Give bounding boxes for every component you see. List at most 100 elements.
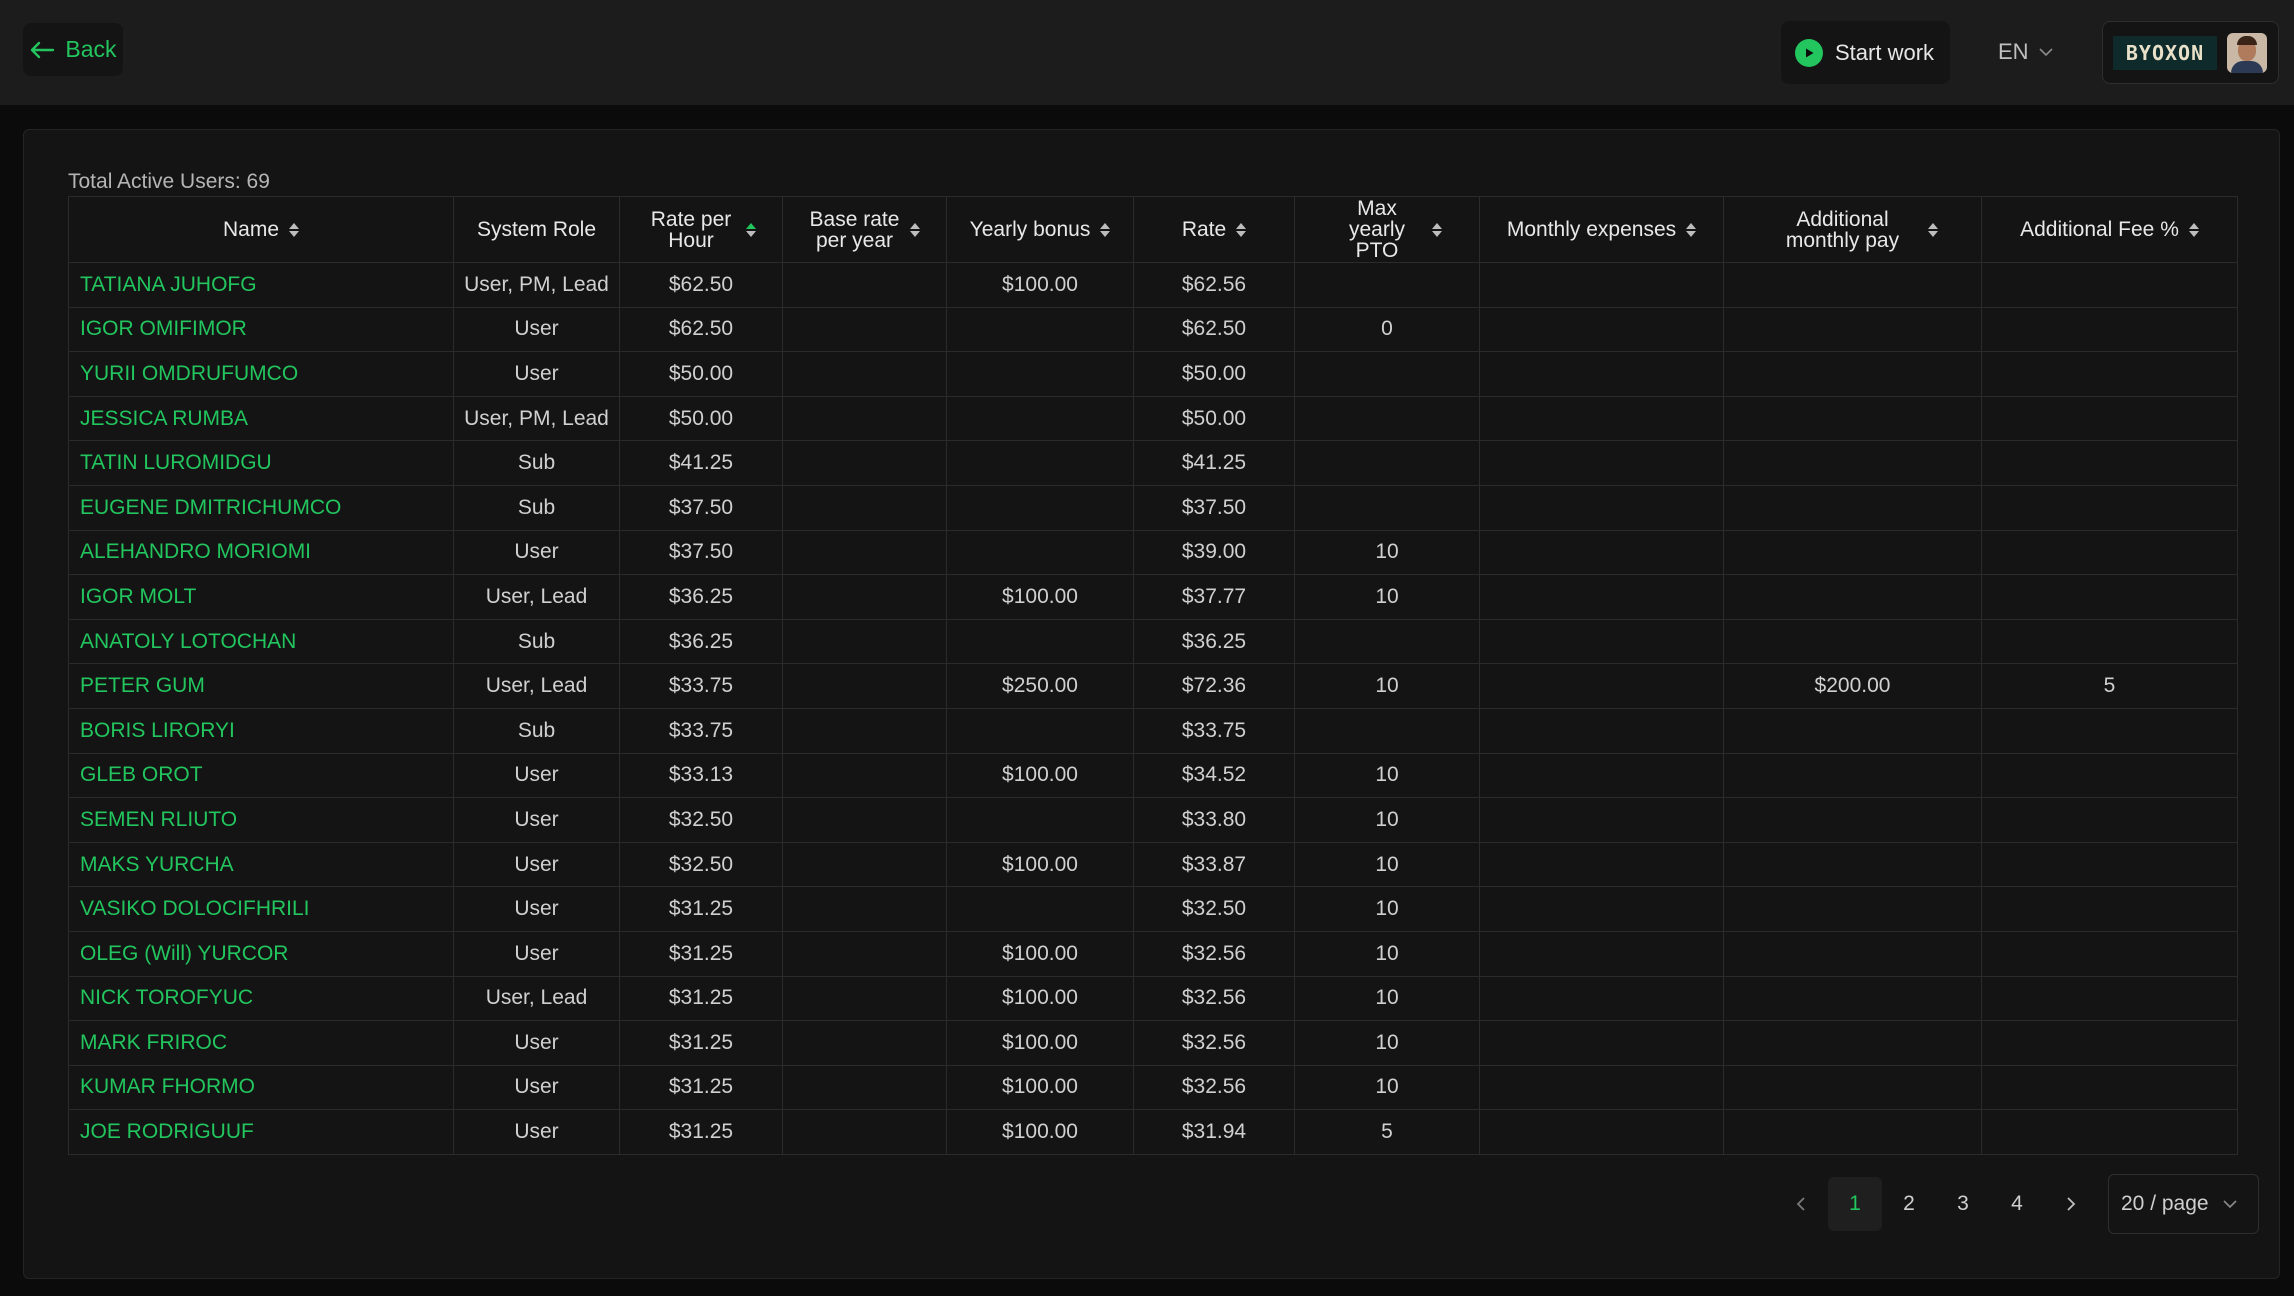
column-header[interactable]: Max yearly PTO bbox=[1294, 196, 1480, 263]
table-cell bbox=[1479, 262, 1724, 308]
table-cell: 10 bbox=[1294, 752, 1480, 799]
column-header[interactable]: Rate bbox=[1133, 196, 1295, 263]
page-number-button[interactable]: 4 bbox=[2011, 1192, 2023, 1215]
table-cell: $32.50 bbox=[619, 797, 783, 843]
table-cell: User, PM, Lead bbox=[453, 262, 620, 308]
user-name-link[interactable]: TATIN LUROMIDGU bbox=[68, 440, 454, 486]
sort-icon[interactable] bbox=[746, 222, 756, 237]
start-work-label: Start work bbox=[1835, 39, 1935, 65]
column-header[interactable]: Additional monthly pay bbox=[1723, 196, 1982, 263]
table-cell bbox=[1981, 1109, 2238, 1155]
table-cell: $33.75 bbox=[619, 663, 783, 709]
table-cell bbox=[1294, 262, 1480, 308]
table-cell bbox=[782, 886, 947, 932]
table-cell bbox=[782, 797, 947, 843]
table-row: NICK TOROFYUC User, Lead $31.25 $100.00 $32.… bbox=[68, 975, 2238, 1022]
user-name-link[interactable]: BORIS LIRORYI bbox=[68, 707, 454, 754]
page-number-button[interactable]: 2 bbox=[1903, 1192, 1915, 1215]
column-header-label: Name bbox=[222, 218, 280, 241]
sort-icon[interactable] bbox=[1686, 222, 1697, 237]
table-cell: User bbox=[453, 306, 620, 353]
sort-icon[interactable] bbox=[1236, 222, 1247, 237]
table-cell bbox=[1479, 1020, 1724, 1066]
page-number-button[interactable]: 3 bbox=[1957, 1192, 1969, 1215]
chevron-down-icon bbox=[2223, 1200, 2237, 1209]
user-name-link[interactable]: ANATOLY LOTOCHAN bbox=[68, 618, 454, 665]
user-name-link[interactable]: MAKS YURCHA bbox=[68, 841, 454, 888]
user-name-link[interactable]: MARK FRIROC bbox=[68, 1020, 454, 1066]
table-cell: User bbox=[453, 529, 620, 576]
table-cell: 10 bbox=[1294, 1020, 1480, 1066]
table-cell: $36.25 bbox=[619, 574, 783, 620]
user-name-link[interactable]: GLEB OROT bbox=[68, 752, 454, 799]
table-cell bbox=[1294, 618, 1480, 665]
user-name-link[interactable]: SEMEN RLIUTO bbox=[68, 797, 454, 843]
table-cell: $100.00 bbox=[946, 262, 1134, 308]
user-name-link[interactable]: PETER GUM bbox=[68, 663, 454, 709]
user-name-link[interactable]: IGOR OMIFIMOR bbox=[68, 306, 454, 353]
top-bar: Back Start work EN BYOXON bbox=[0, 0, 2294, 105]
user-name-link[interactable]: IGOR MOLT bbox=[68, 574, 454, 620]
table-cell: $31.25 bbox=[619, 930, 783, 977]
table-cell bbox=[1723, 529, 1982, 576]
table-cell: $37.50 bbox=[619, 529, 783, 576]
table-cell: User bbox=[453, 886, 620, 932]
table-cell bbox=[1723, 440, 1982, 486]
user-name-link[interactable]: KUMAR FHORMO bbox=[68, 1064, 454, 1111]
table-cell: $31.25 bbox=[619, 886, 783, 932]
column-header-label: System Role bbox=[476, 218, 597, 241]
table-cell bbox=[1981, 618, 2238, 665]
back-button[interactable]: Back bbox=[23, 23, 123, 76]
prev-page-button[interactable] bbox=[1774, 1177, 1828, 1231]
column-header-label: Base rate per year bbox=[809, 207, 900, 252]
table-cell: $37.50 bbox=[1133, 484, 1295, 531]
user-name-link[interactable]: OLEG (Will) YURCOR bbox=[68, 930, 454, 977]
table-cell: $32.50 bbox=[1133, 886, 1295, 932]
table-row: KUMAR FHORMO User $31.25 $100.00 $32.56 10 bbox=[68, 1064, 2238, 1111]
table-cell bbox=[1723, 1020, 1982, 1066]
user-name-link[interactable]: ALEHANDRO MORIOMI bbox=[68, 529, 454, 576]
user-name-link[interactable]: VASIKO DOLOCIFHRILI bbox=[68, 886, 454, 932]
user-name-link[interactable]: JOE RODRIGUUF bbox=[68, 1109, 454, 1155]
column-header[interactable]: System Role bbox=[453, 196, 620, 263]
start-work-button[interactable]: Start work bbox=[1781, 21, 1950, 84]
column-header[interactable]: Yearly bonus bbox=[946, 196, 1134, 263]
table-cell: User bbox=[453, 1064, 620, 1111]
sort-icon[interactable] bbox=[1100, 222, 1111, 237]
language-select[interactable]: EN bbox=[1998, 36, 2053, 68]
sort-icon[interactable] bbox=[2188, 222, 2199, 237]
next-page-button[interactable] bbox=[2044, 1177, 2098, 1231]
table-cell bbox=[1294, 707, 1480, 754]
sort-icon[interactable] bbox=[289, 222, 300, 237]
table-row: JOE RODRIGUUF User $31.25 $100.00 $31.94 5 bbox=[68, 1109, 2238, 1155]
user-name-link[interactable]: TATIANA JUHOFG bbox=[68, 262, 454, 308]
table-cell bbox=[782, 975, 947, 1022]
table-row: BORIS LIRORYI Sub $33.75 $33.75 bbox=[68, 707, 2238, 754]
sort-icon[interactable] bbox=[1927, 222, 1938, 237]
table-cell bbox=[782, 752, 947, 799]
table-cell bbox=[1479, 707, 1724, 754]
table-cell bbox=[1479, 797, 1724, 843]
sort-icon[interactable] bbox=[909, 222, 920, 237]
table-row: GLEB OROT User $33.13 $100.00 $34.52 10 bbox=[68, 752, 2238, 799]
column-header[interactable]: Additional Fee % bbox=[1981, 196, 2238, 263]
sort-icon[interactable] bbox=[1432, 222, 1442, 237]
column-header[interactable]: Rate per Hour bbox=[619, 196, 783, 263]
column-header[interactable]: Monthly expenses bbox=[1479, 196, 1724, 263]
chevron-down-icon bbox=[2038, 48, 2053, 57]
table-cell: $33.13 bbox=[619, 752, 783, 799]
table-cell bbox=[1723, 618, 1982, 665]
user-name-link[interactable]: NICK TOROFYUC bbox=[68, 975, 454, 1022]
column-header-label: Additional monthly pay bbox=[1785, 207, 1900, 252]
table-cell: $31.25 bbox=[619, 975, 783, 1022]
column-header[interactable]: Name bbox=[68, 196, 454, 263]
user-name-link[interactable]: EUGENE DMITRICHUMCO bbox=[68, 484, 454, 531]
user-name-link[interactable]: YURII OMDRUFUMCO bbox=[68, 351, 454, 397]
table-cell: 10 bbox=[1294, 975, 1480, 1022]
table-header-row: Name System Role Rate per Hour Base rate pe… bbox=[68, 196, 2238, 263]
profile-menu[interactable]: BYOXON bbox=[2102, 21, 2279, 84]
page-number-button[interactable]: 1 bbox=[1828, 1177, 1882, 1231]
page-size-select[interactable]: 20 / page bbox=[2108, 1174, 2259, 1234]
column-header[interactable]: Base rate per year bbox=[782, 196, 947, 263]
user-name-link[interactable]: JESSICA RUMBA bbox=[68, 395, 454, 442]
